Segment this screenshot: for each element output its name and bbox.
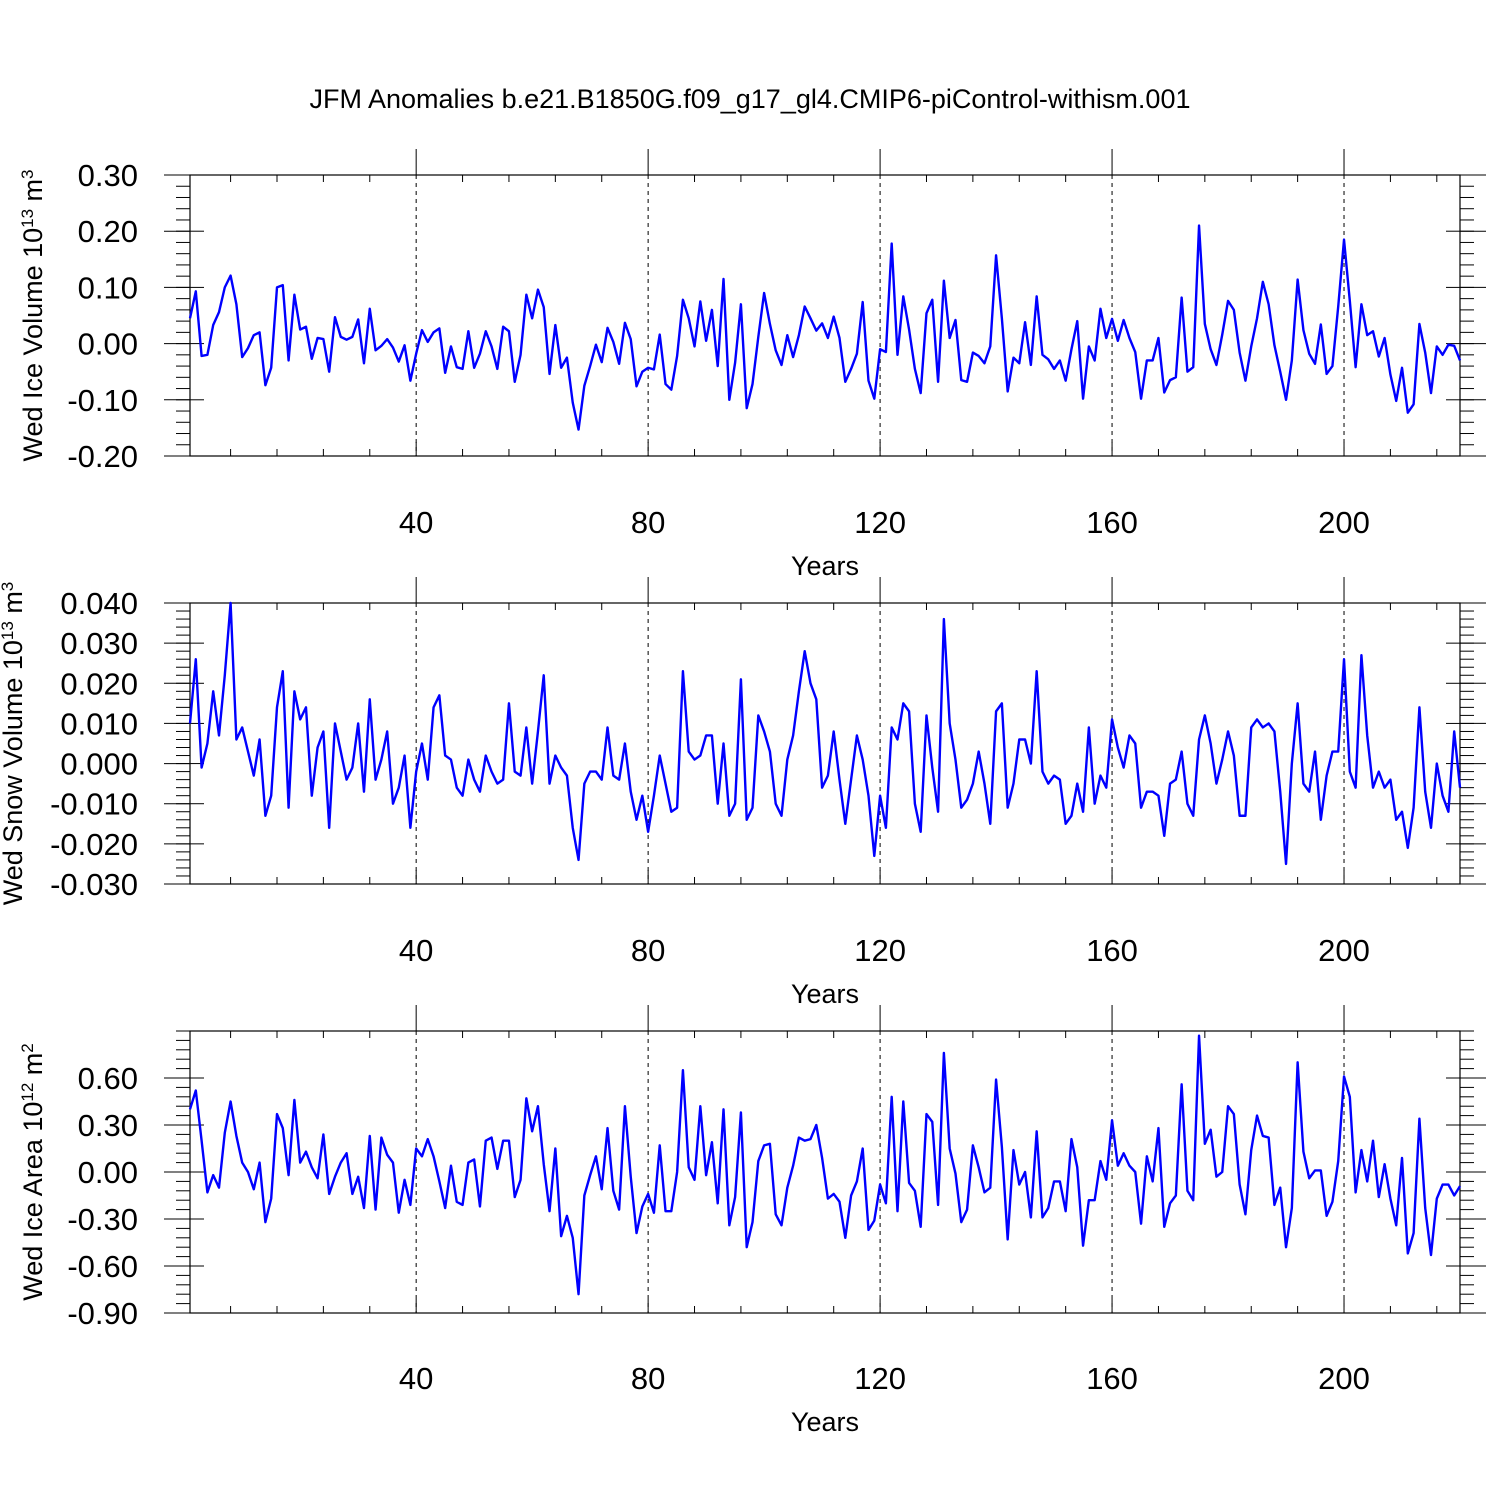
y-axis-label-unit: m (0, 591, 28, 621)
x-tick-label: 40 (399, 1361, 433, 1396)
data-series-line (188, 1034, 1462, 1296)
y-axis-label-unit: m (18, 1053, 48, 1083)
y-tick-label: 0.010 (60, 706, 138, 741)
x-tick-label: 160 (1086, 505, 1138, 540)
y-axis-label-exponent: 13 (0, 621, 17, 640)
y-axis-label-exponent: 12 (18, 1083, 37, 1102)
y-tick-label: -0.10 (67, 383, 138, 418)
x-tick-label: 40 (399, 933, 433, 968)
x-tick-label: 200 (1318, 1361, 1370, 1396)
y-axis-label-unit-exponent: 2 (18, 1043, 37, 1052)
x-tick-label: 120 (854, 505, 906, 540)
y-tick-label: 0.60 (78, 1061, 138, 1096)
x-tick-label: 120 (854, 933, 906, 968)
x-tick-label: 80 (631, 505, 665, 540)
x-axis-label: Years (791, 979, 859, 1009)
y-axis-label-text: Wed Snow Volume 10 (0, 640, 28, 905)
ice-area-panel: -0.90 -0.60 -0.30 0.00 0.30 0.60 40 80 120 160 200… (18, 1005, 1486, 1437)
y-axis-label-exponent: 13 (18, 209, 37, 228)
y-axis-label-text: Wed Ice Area 10 (18, 1102, 48, 1301)
y-axis-label-text: Wed Ice Volume 10 (18, 228, 48, 462)
y-tick-label: -0.20 (67, 439, 138, 474)
data-series-line (188, 224, 1462, 431)
plot-frame (189, 1030, 1461, 1314)
y-tick-label: 0.030 (60, 626, 138, 661)
y-tick-label: 0.020 (60, 666, 138, 701)
y-tick-label: 0.00 (78, 1155, 138, 1190)
x-axis-label: Years (791, 551, 859, 581)
y-tick-label: -0.010 (50, 787, 138, 822)
x-tick-label: 160 (1086, 1361, 1138, 1396)
y-tick-label: -0.30 (67, 1202, 138, 1237)
x-tick-label: 200 (1318, 933, 1370, 968)
x-axis-label: Years (791, 1407, 859, 1437)
x-tick-label: 80 (631, 1361, 665, 1396)
y-tick-label: 0.30 (78, 1108, 138, 1143)
data-series-line (188, 601, 1462, 866)
y-axis-label: Wed Ice Volume 1013 m3 (18, 169, 48, 461)
y-tick-label: -0.030 (50, 867, 138, 902)
y-axis-label-unit-exponent: 3 (18, 169, 37, 178)
y-axis-label: Wed Ice Area 1012 m2 (18, 1043, 48, 1301)
y-tick-label: 0.30 (78, 158, 138, 193)
y-tick-label: -0.020 (50, 827, 138, 862)
y-tick-label: 0.10 (78, 270, 138, 305)
y-tick-label: 0.040 (60, 586, 138, 621)
y-tick-label: 0.20 (78, 214, 138, 249)
x-tick-label: 120 (854, 1361, 906, 1396)
y-tick-label: 0.00 (78, 327, 138, 362)
ice-volume-panel: -0.20 -0.10 0.00 0.10 0.20 0.30 40 80 120 160 200 Y… (18, 149, 1486, 581)
y-axis-label: Wed Snow Volume 1013 m3 (0, 582, 28, 906)
y-tick-label: 0.000 (60, 747, 138, 782)
y-axis-label-unit-exponent: 3 (0, 582, 17, 591)
x-tick-label: 200 (1318, 505, 1370, 540)
y-tick-label: -0.90 (67, 1296, 138, 1331)
y-tick-label: -0.60 (67, 1249, 138, 1284)
plot-frame (189, 602, 1461, 885)
y-axis-label-unit: m (18, 179, 48, 209)
x-tick-label: 160 (1086, 933, 1138, 968)
x-tick-label: 40 (399, 505, 433, 540)
chart-title: JFM Anomalies b.e21.B1850G.f09_g17_gl4.C… (309, 84, 1191, 114)
snow-volume-panel: -0.030 -0.020 -0.010 0.000 0.010 0.020 0.030 0.… (0, 577, 1486, 1009)
x-tick-label: 80 (631, 933, 665, 968)
